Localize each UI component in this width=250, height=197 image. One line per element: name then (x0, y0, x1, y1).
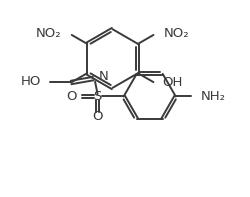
Text: O: O (92, 110, 103, 123)
Text: O: O (67, 90, 77, 103)
Text: S: S (94, 90, 102, 103)
Text: NO₂: NO₂ (164, 27, 190, 40)
Text: HO: HO (21, 75, 41, 88)
Text: OH: OH (162, 76, 182, 89)
Text: NH₂: NH₂ (201, 90, 226, 103)
Text: N: N (98, 70, 108, 83)
Text: NO₂: NO₂ (36, 27, 61, 40)
